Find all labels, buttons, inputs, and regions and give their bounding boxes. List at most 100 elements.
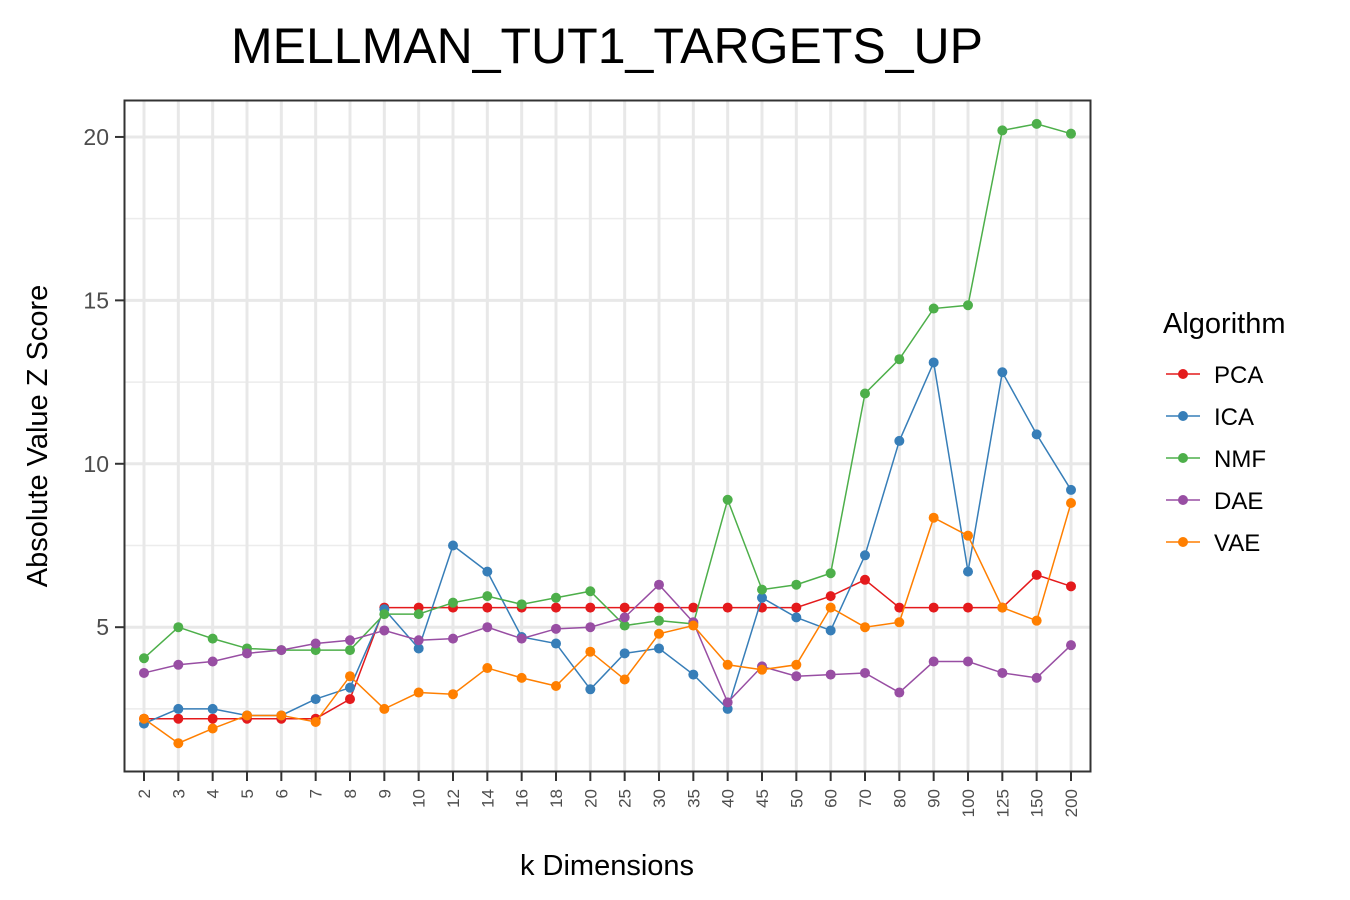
legend-label: NMF: [1214, 446, 1266, 473]
data-point-vae: [448, 689, 458, 700]
data-point-dae: [1066, 640, 1076, 651]
x-tick-label: 7: [307, 789, 326, 798]
data-point-vae: [585, 646, 596, 657]
data-point-nmf: [654, 615, 664, 626]
data-point-dae: [619, 612, 630, 623]
data-point-vae: [516, 672, 527, 683]
data-point-dae: [345, 635, 355, 646]
legend-label: VAE: [1214, 530, 1260, 557]
y-axis: 5 10 15 20: [83, 124, 124, 640]
x-tick-label: 3: [169, 789, 188, 798]
data-point-pca: [551, 602, 561, 613]
x-tick-label: 8: [341, 789, 360, 798]
y-tick-label: 15: [83, 287, 109, 313]
data-point-dae: [516, 633, 527, 644]
data-point-pca: [894, 602, 905, 613]
data-point-vae: [345, 671, 355, 682]
legend-point-swatch: [1178, 369, 1188, 379]
data-point-nmf: [1031, 118, 1042, 129]
x-tick-label: 60: [822, 789, 841, 808]
series-line-nmf: [143, 123, 1072, 659]
data-point-pca: [619, 602, 630, 613]
data-point-nmf: [894, 354, 905, 365]
data-point-vae: [242, 710, 252, 721]
x-tick-label: 40: [719, 789, 738, 808]
data-point-vae: [379, 703, 390, 714]
legend-point-swatch: [1178, 453, 1188, 463]
legend-item-ica: ICA: [1166, 404, 1254, 431]
data-point-vae: [482, 663, 493, 674]
x-tick-label: 35: [684, 789, 703, 808]
data-point-nmf: [139, 653, 149, 664]
data-point-pca: [1066, 581, 1076, 592]
data-point-vae: [722, 659, 733, 670]
legend-label: ICA: [1214, 404, 1254, 431]
data-point-vae: [654, 628, 664, 639]
series-nmf: [139, 118, 1076, 664]
data-point-dae: [310, 638, 321, 649]
data-point-nmf: [757, 584, 767, 595]
data-point-ica: [207, 703, 218, 714]
data-point-dae: [825, 669, 836, 680]
data-point-vae: [310, 716, 321, 727]
data-point-pca: [585, 602, 596, 613]
data-point-dae: [997, 667, 1008, 678]
data-point-ica: [585, 684, 596, 695]
data-point-vae: [139, 713, 149, 724]
data-point-nmf: [207, 633, 218, 644]
x-tick-label: 20: [581, 789, 600, 808]
data-point-ica: [791, 612, 802, 623]
data-point-dae: [413, 635, 424, 646]
data-point-nmf: [345, 645, 355, 656]
legend-item-vae: VAE: [1166, 530, 1260, 557]
data-point-ica: [1066, 484, 1076, 495]
data-point-vae: [963, 530, 973, 541]
data-point-pca: [825, 591, 836, 602]
legend-point-swatch: [1178, 537, 1188, 547]
data-point-dae: [791, 671, 802, 682]
data-point-dae: [551, 623, 561, 634]
data-point-vae: [997, 602, 1008, 613]
x-tick-label: 18: [547, 789, 566, 808]
legend-point-swatch: [1178, 411, 1188, 421]
data-point-nmf: [860, 388, 870, 399]
data-point-dae: [448, 633, 458, 644]
x-tick-label: 25: [616, 789, 635, 808]
data-point-dae: [482, 622, 493, 633]
data-point-pca: [860, 574, 870, 585]
data-point-dae: [860, 667, 870, 678]
data-point-dae: [173, 659, 184, 670]
data-point-nmf: [482, 591, 493, 602]
data-point-vae: [619, 674, 630, 685]
data-point-vae: [688, 620, 699, 631]
legend-item-dae: DAE: [1166, 488, 1263, 515]
data-point-ica: [1031, 429, 1042, 440]
data-point-pca: [688, 602, 699, 613]
data-point-ica: [963, 566, 973, 577]
data-point-vae: [173, 738, 184, 749]
data-point-nmf: [997, 125, 1008, 136]
data-point-nmf: [928, 303, 939, 314]
data-point-vae: [413, 687, 424, 698]
data-point-nmf: [516, 599, 527, 610]
x-tick-label: 90: [925, 789, 944, 808]
x-tick-label: 2: [135, 789, 154, 798]
data-point-pca: [345, 694, 355, 705]
data-point-vae: [791, 659, 802, 670]
data-point-vae: [1031, 615, 1042, 626]
data-point-vae: [860, 622, 870, 633]
data-point-ica: [482, 566, 493, 577]
data-point-nmf: [379, 609, 390, 620]
data-point-ica: [448, 540, 458, 551]
data-point-dae: [139, 667, 149, 678]
data-point-ica: [551, 638, 561, 649]
data-point-pca: [1031, 569, 1042, 580]
x-tick-label: 4: [204, 789, 223, 798]
legend-label: PCA: [1214, 362, 1263, 389]
series-ica: [139, 357, 1076, 729]
data-point-vae: [1066, 498, 1076, 508]
data-point-dae: [207, 656, 218, 667]
x-tick-label: 14: [478, 789, 497, 808]
plot-series: [139, 118, 1076, 749]
